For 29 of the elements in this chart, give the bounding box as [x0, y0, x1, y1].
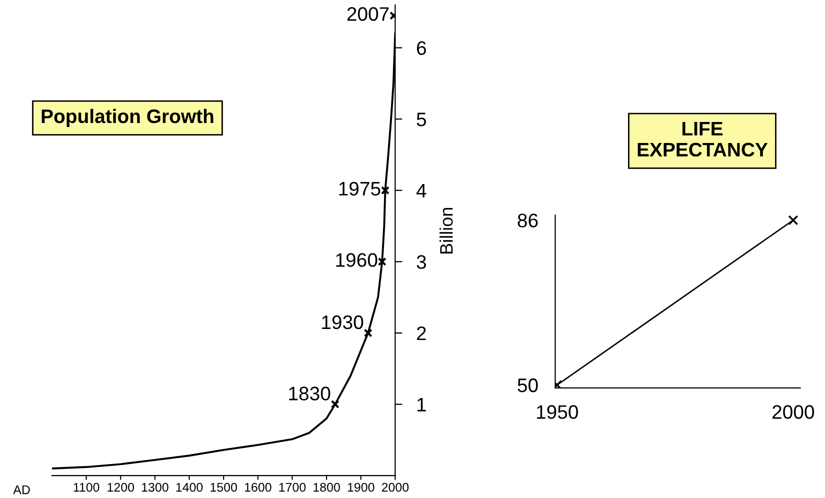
annotation: 1975: [339, 182, 380, 196]
x-tick-label: 2000: [382, 482, 409, 492]
x-tick-label: 1100: [74, 482, 100, 492]
y-tick-label: 4: [416, 184, 426, 198]
y-tick-label: 50: [518, 378, 538, 392]
x-tick-label: 1500: [210, 482, 237, 492]
annotation: 2007: [347, 7, 389, 21]
annotation: 1960: [336, 253, 378, 267]
x-tick-label: 1800: [314, 482, 340, 492]
text: AD: [13, 486, 30, 494]
annotation: 1830: [289, 386, 330, 400]
annotation: 1930: [322, 315, 364, 330]
chart-title: LIFE EXPECTANCY: [638, 122, 768, 157]
x-tick-label: 1400: [176, 482, 203, 492]
x-tick-label: 1300: [142, 482, 168, 492]
text: Population Growth: [42, 108, 214, 127]
y-tick-label: 2: [416, 326, 426, 340]
x-tick-label: 1600: [244, 482, 272, 492]
x-tick-label: 1200: [108, 482, 134, 492]
y-tick-label: 3: [416, 255, 426, 269]
y-axis-title: Billion: [440, 208, 453, 254]
x-tick-label: 2000: [772, 405, 814, 419]
y-tick-label: 6: [416, 41, 426, 55]
y-tick-label: 5: [416, 112, 426, 126]
x-tick-label: 1900: [348, 482, 374, 492]
y-tick-label: 86: [518, 214, 538, 228]
x-tick-label: 1950: [536, 405, 578, 419]
y-tick-label: 1: [417, 398, 426, 412]
x-tick-label: 1700: [279, 482, 306, 492]
